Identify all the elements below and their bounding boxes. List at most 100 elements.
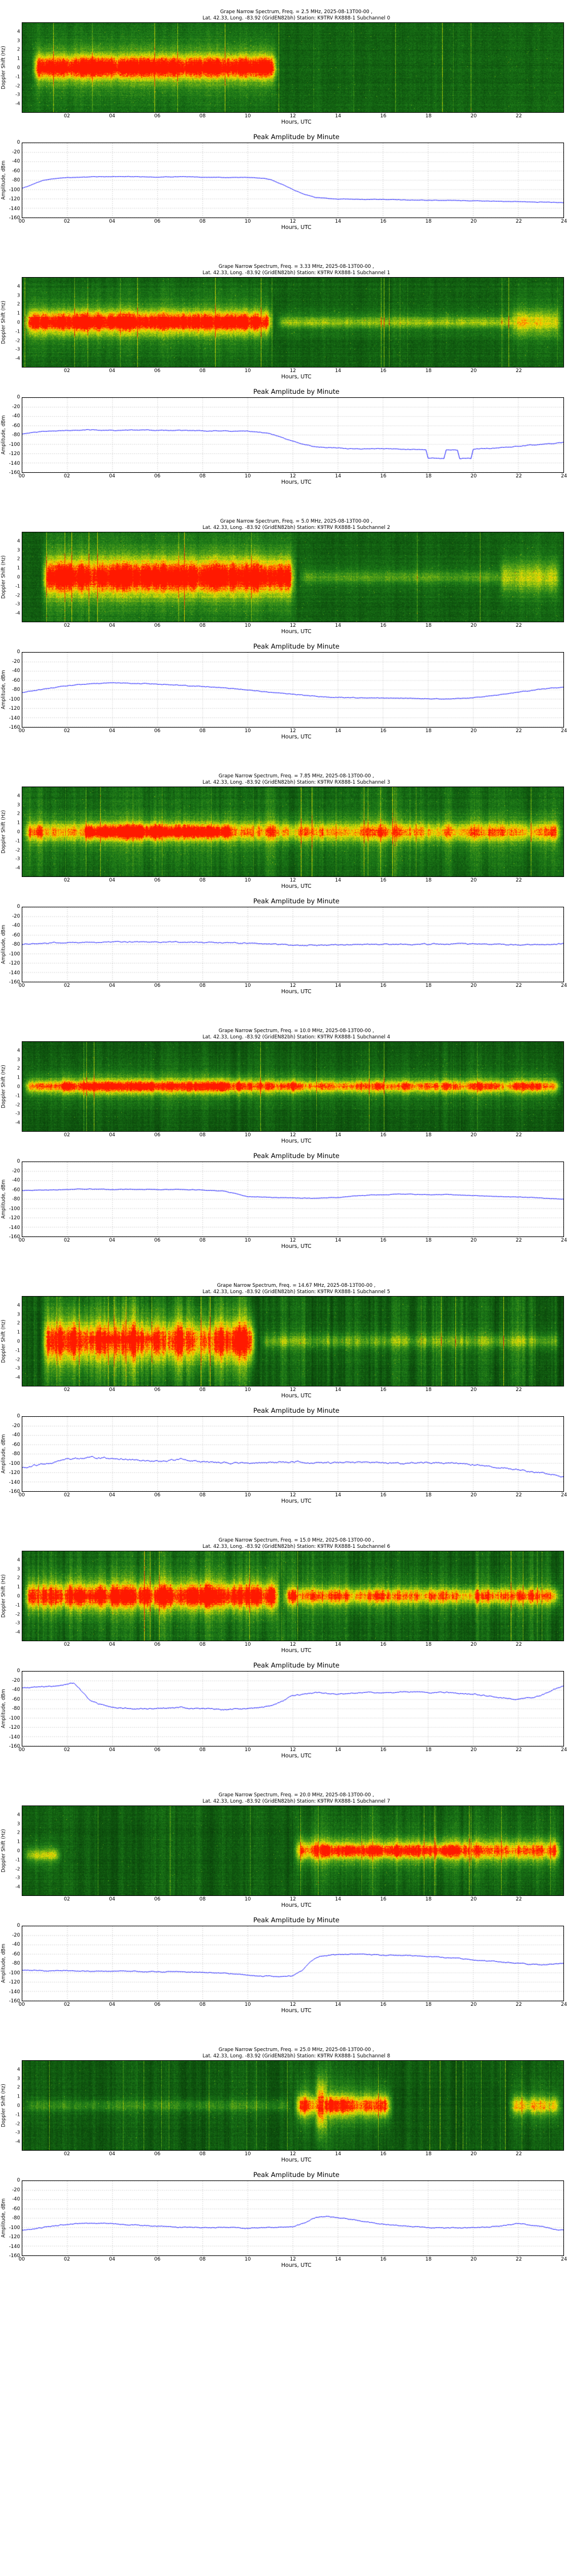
x-tick-label: 06 [154, 1238, 161, 1243]
y-tick-label: 2 [17, 301, 20, 307]
spectrogram-figure: Grape Narrow Spectrum, Freq. = 3.33 MHz,… [0, 255, 572, 380]
amplitude-canvas [22, 1162, 563, 1236]
y-tick-label: -2 [15, 1102, 20, 1108]
y-tick-label: -160 [9, 1234, 20, 1240]
y-tick-label: 1 [17, 56, 20, 61]
plot-row: Amplitude, dBm 0 -20 -40 -60 -80 -100 -120 -140… [0, 140, 572, 221]
right-margin [564, 277, 572, 368]
spectrogram-figure: Grape Narrow Spectrum, Freq. = 10.0 MHz,… [0, 1019, 572, 1144]
spectrogram-figure: Grape Narrow Spectrum, Freq. = 25.0 MHz,… [0, 2038, 572, 2163]
spectrogram-title-line1: Grape Narrow Spectrum, Freq. = 5.0 MHz, … [220, 519, 373, 524]
x-tick-label: 18 [425, 878, 432, 883]
y-tick-label: -1 [15, 1093, 20, 1099]
x-tick-label: 02 [63, 113, 70, 119]
x-tick-label: 16 [380, 219, 387, 224]
x-axis-title: Hours, UTC [281, 2262, 312, 2269]
x-axis-title: Hours, UTC [281, 479, 312, 485]
y-tick-label: -120 [9, 1215, 20, 1221]
x-tick-label: 20 [470, 1897, 477, 1902]
y-axis-ticks: 4 3 2 1 0 -1 -2 -3 -4 [7, 277, 22, 368]
y-tick-label: 0 [17, 1159, 20, 1164]
y-tick-label: 4 [17, 2067, 20, 2072]
spectrum-report: Grape Narrow Spectrum, Freq. = 2.5 MHz, … [0, 9, 572, 2269]
x-tick-label: 06 [154, 728, 161, 734]
y-tick-label: -4 [15, 1629, 20, 1635]
y-tick-label: -3 [15, 1875, 20, 1880]
x-tick-label: 20 [470, 1642, 477, 1647]
x-tick-label: 02 [63, 1132, 70, 1138]
x-tick-label: 04 [109, 1642, 116, 1647]
y-axis-ticks: 4 3 2 1 0 -1 -2 -3 -4 [7, 1041, 22, 1132]
x-tick-label: 02 [63, 2002, 70, 2008]
amplitude-canvas [22, 1672, 563, 1746]
y-tick-label: -40 [12, 1942, 20, 1947]
spectrogram-title-line1: Grape Narrow Spectrum, Freq. = 2.5 MHz, … [220, 9, 373, 15]
x-tick-label: 02 [63, 473, 70, 479]
plot-area [22, 907, 564, 982]
y-tick-label: -20 [12, 2187, 20, 2193]
amplitude-figure: Peak Amplitude by Minute Amplitude, dBm … [0, 890, 572, 1019]
y-tick-label: 0 [17, 394, 20, 400]
x-axis-title: Hours, UTC [281, 1243, 312, 1250]
right-margin [564, 1671, 572, 1747]
plot-area [22, 532, 564, 622]
y-tick-label: 1 [17, 1584, 20, 1590]
right-margin [564, 22, 572, 113]
x-tick-label: 04 [109, 2002, 116, 2008]
y-tick-label: 0 [17, 1413, 20, 1419]
x-tick-label: 14 [335, 2151, 341, 2157]
plot-area [22, 1671, 564, 1747]
x-tick-label: 10 [244, 2257, 251, 2262]
x-tick-label: 02 [63, 1897, 70, 1902]
x-tick-label: 00 [18, 983, 25, 989]
x-tick-label: 24 [561, 1492, 567, 1498]
plot-row: Amplitude, dBm 0 -20 -40 -60 -80 -100 -120 -140… [0, 1923, 572, 2004]
y-tick-label: 3 [17, 802, 20, 808]
spectrogram-title-line2: Lat. 42.33, Long. -83.92 (GridEN82bh) St… [202, 1543, 390, 1550]
x-tick-label: 20 [470, 2257, 477, 2262]
x-tick-label: 12 [289, 2151, 296, 2157]
x-tick-label: 20 [470, 2151, 477, 2157]
right-margin [564, 1551, 572, 1641]
y-tick-label: -120 [9, 196, 20, 202]
plot-row: Doppler Shift (Hz) 4 3 2 1 0 -1 -2 -3 -4 [0, 532, 572, 622]
y-tick-label: -140 [9, 460, 20, 467]
y-tick-label: 1 [17, 2093, 20, 2099]
x-tick-label: 24 [561, 219, 567, 224]
y-axis-ticks: 4 3 2 1 0 -1 -2 -3 -4 [7, 1296, 22, 1386]
x-axis-ticks: 02 04 06 08 10 12 14 16 18 20 22 [22, 1641, 564, 1647]
y-tick-label: -3 [15, 346, 20, 352]
y-tick-label: -40 [12, 159, 20, 164]
y-tick-label: 0 [17, 1338, 20, 1344]
y-tick-label: 4 [17, 283, 20, 289]
spectrogram-canvas [22, 23, 563, 112]
right-margin [564, 1805, 572, 1896]
x-tick-label: 16 [380, 983, 387, 989]
y-tick-label: 0 [17, 1923, 20, 1929]
spectrogram-title-line2: Lat. 42.33, Long. -83.92 (GridEN82bh) St… [202, 270, 390, 276]
x-axis-ticks: 00 02 04 06 08 10 12 14 16 18 20 22 24 [19, 218, 567, 224]
y-tick-label: -160 [9, 725, 20, 730]
y-tick-label: -100 [9, 1970, 20, 1976]
plot-row: Doppler Shift (Hz) 4 3 2 1 0 -1 -2 -3 -4 [0, 1805, 572, 1896]
x-tick-label: 14 [335, 368, 341, 374]
x-tick-label: 14 [335, 2257, 341, 2262]
x-tick-label: 24 [561, 728, 567, 734]
x-tick-label: 20 [470, 2002, 477, 2008]
x-tick-label: 22 [515, 1492, 522, 1498]
amplitude-figure: Peak Amplitude by Minute Amplitude, dBm … [0, 1654, 572, 1783]
y-tick-label: 0 [17, 2178, 20, 2183]
x-axis-ticks: 00 02 04 06 08 10 12 14 16 18 20 22 24 [19, 2001, 567, 2008]
x-tick-label: 06 [154, 219, 161, 224]
x-tick-label: 18 [425, 1132, 432, 1138]
y-tick-label: -1 [15, 1602, 20, 1608]
plot-area [22, 1805, 564, 1896]
x-tick-label: 22 [515, 473, 522, 479]
x-tick-label: 06 [154, 2257, 161, 2262]
x-tick-label: 20 [470, 368, 477, 374]
y-tick-label: -20 [12, 658, 20, 665]
y-tick-label: 2 [17, 556, 20, 562]
y-tick-label: -80 [12, 177, 20, 183]
x-tick-label: 08 [199, 623, 206, 629]
spectrogram-canvas [22, 1297, 563, 1386]
